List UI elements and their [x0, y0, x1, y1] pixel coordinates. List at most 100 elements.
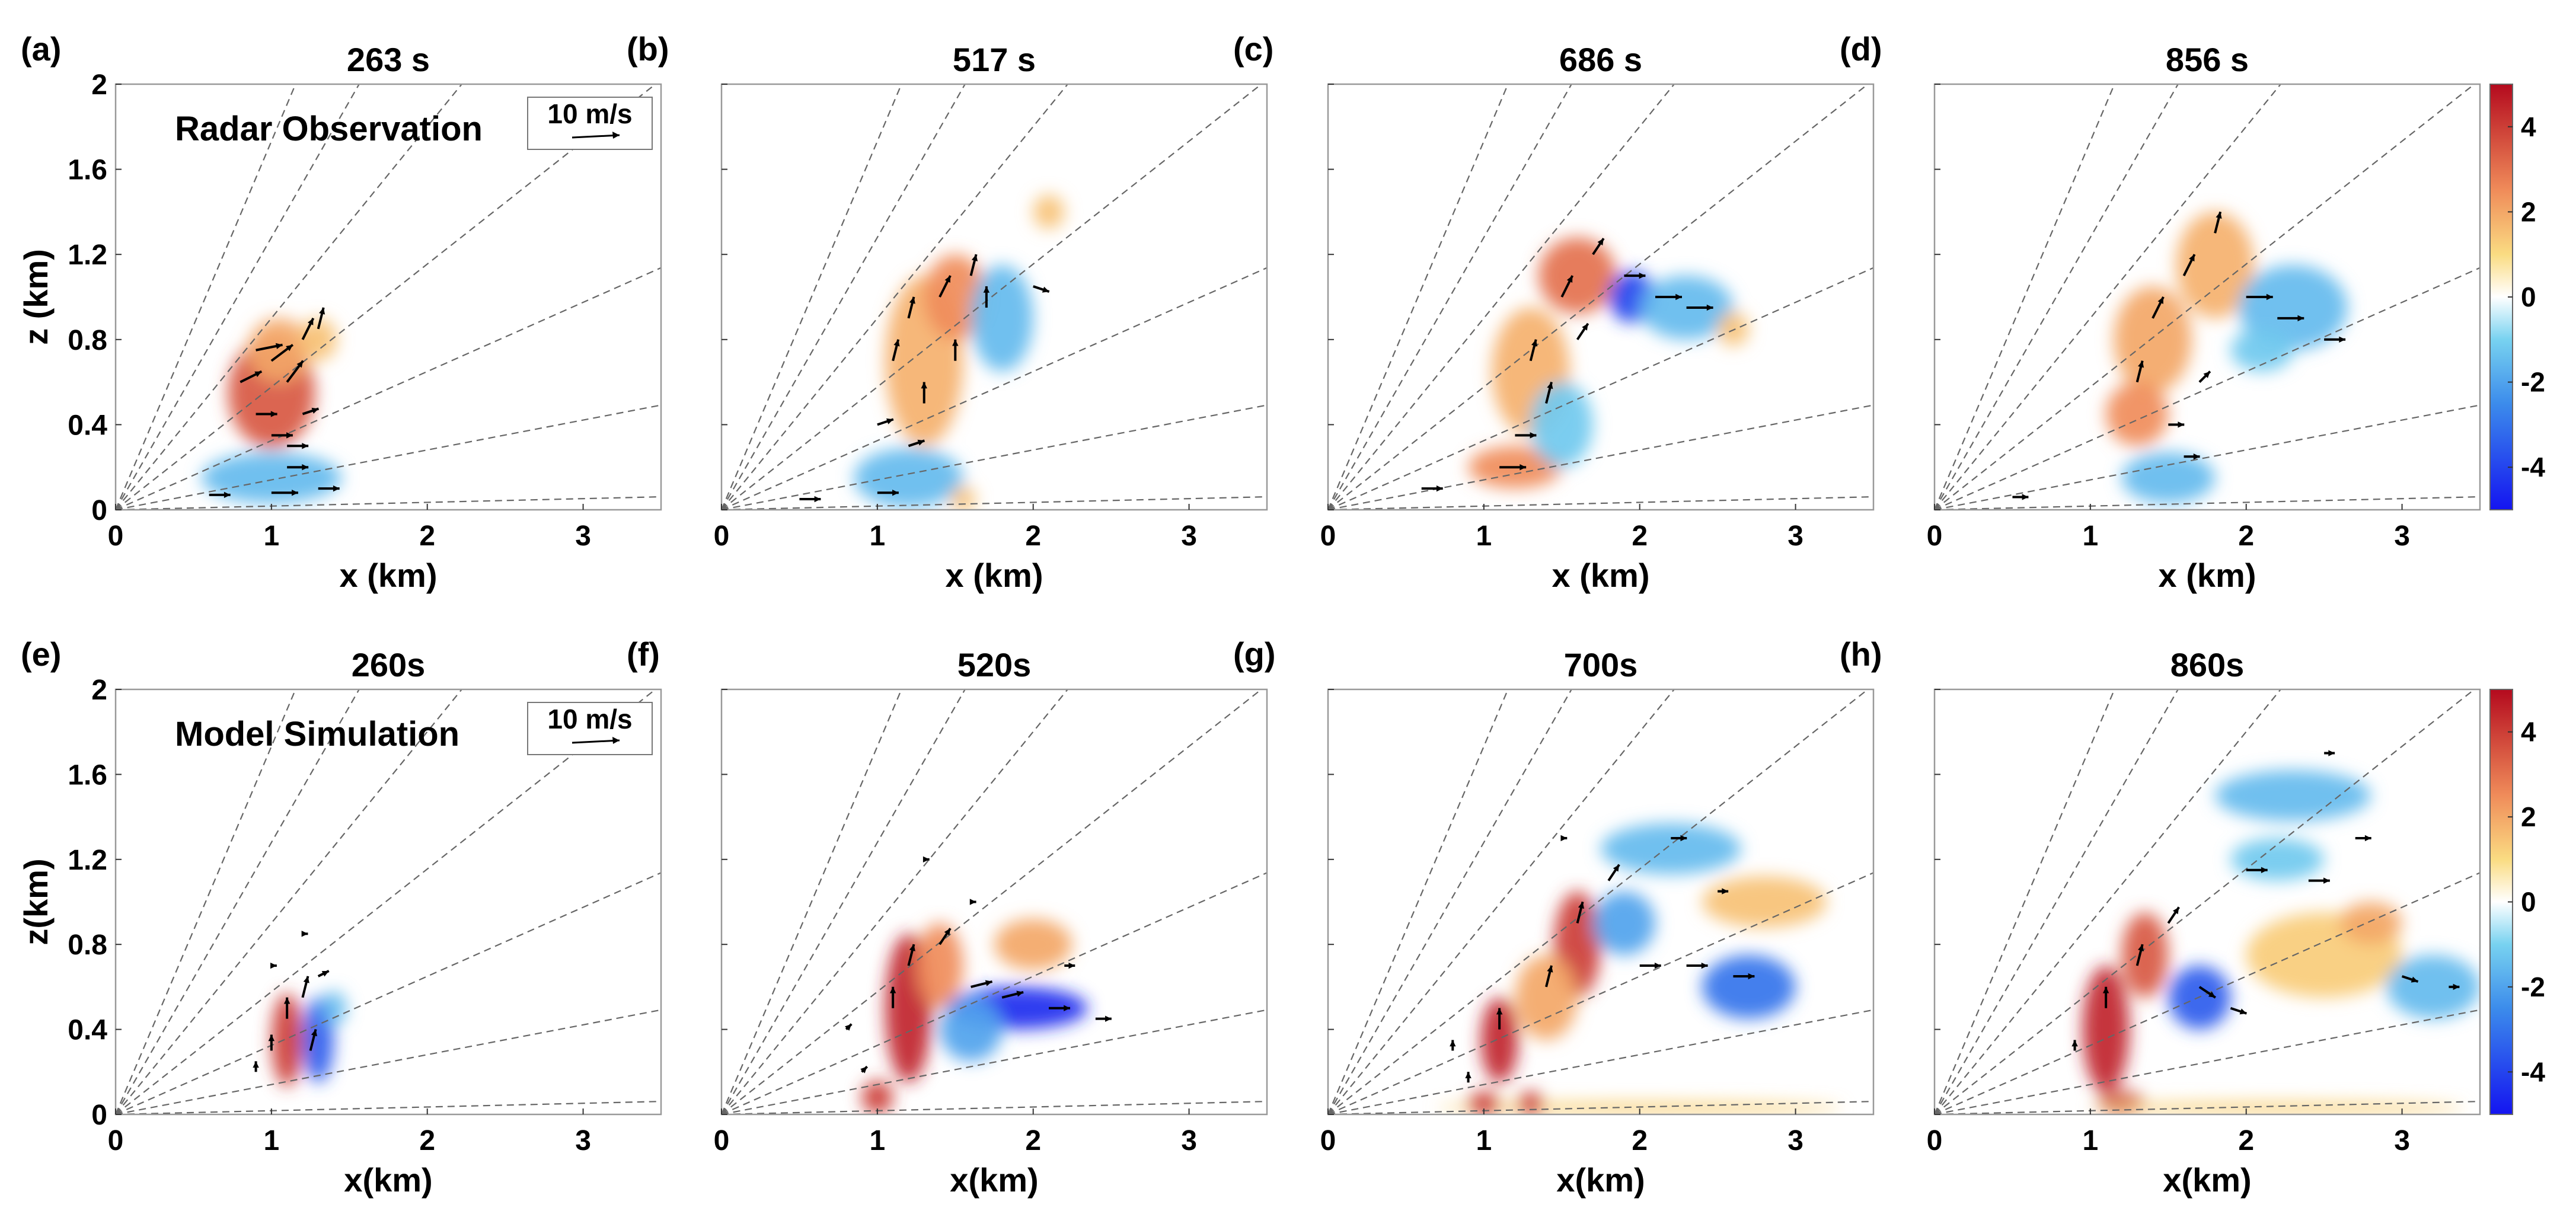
x-tick-label: 3: [2394, 520, 2410, 552]
velocity-blob: [321, 991, 347, 1025]
panel-annotation: Radar Observation: [175, 110, 483, 148]
plot-area: [1935, 689, 2480, 1114]
wind-vector-head: [1566, 276, 1573, 283]
velocity-blob: [271, 993, 303, 1087]
wind-vector-head: [892, 490, 899, 496]
velocity-blob: [1702, 955, 1796, 1019]
wind-vector-head: [2261, 867, 2268, 873]
velocity-blob: [2090, 1101, 2465, 1114]
y-tick-label: 0.8: [68, 325, 107, 356]
elevation-ray: [1328, 84, 1573, 510]
wind-vector-head: [1547, 382, 1553, 389]
elevation-ray: [116, 404, 661, 510]
elevation-ray: [116, 689, 360, 1114]
panel-d: 0 1 2 3 x (km) 856 s (d): [1840, 30, 2481, 594]
velocity-blob: [1538, 237, 1617, 314]
wind-vector-head: [1582, 323, 1588, 331]
wind-vector-head: [969, 899, 976, 905]
panel-label: (b): [627, 30, 669, 68]
x-tick-label: 3: [1181, 520, 1197, 552]
panel-title: 517 s: [953, 41, 1036, 78]
wind-vector-head: [1722, 888, 1729, 894]
wind-vector-head: [1748, 973, 1755, 980]
y-axis-label: z(km): [17, 858, 55, 945]
velocity-blob: [2121, 452, 2216, 504]
wind-vectors: [253, 931, 330, 1072]
wind-vector-head: [2157, 296, 2163, 304]
elevation-ray: [722, 689, 1263, 1114]
colorbar-tick-label: 4: [2521, 717, 2536, 747]
velocity-blob: [2106, 382, 2169, 446]
wind-vector-head: [2138, 944, 2144, 951]
wind-vector-head: [1105, 1015, 1112, 1022]
x-tick-label: 1: [1476, 1125, 1492, 1157]
elevation-ray: [1935, 84, 2476, 510]
y-tick-label: 0: [91, 495, 107, 526]
elevation-ray: [1328, 1009, 1873, 1114]
wind-vector-head: [1560, 835, 1568, 842]
wind-vector-head: [311, 407, 319, 414]
wind-vector-head: [1578, 902, 1585, 909]
wind-vector-head: [224, 491, 231, 499]
wind-vector-head: [292, 490, 298, 496]
x-tick-label: 3: [1787, 520, 1803, 552]
elevation-ray: [1935, 872, 2480, 1114]
elevation-ray: [116, 84, 463, 510]
elevation-ray: [722, 84, 966, 510]
elevation-ray: [1935, 689, 2476, 1114]
velocity-field: [861, 919, 1088, 1114]
elevation-ray: [1328, 267, 1873, 510]
wind-vector-head: [1531, 339, 1538, 347]
wind-vector-head: [275, 343, 283, 349]
x-axis-label: x (km): [340, 557, 438, 594]
velocity-blob: [971, 265, 1033, 372]
x-tick-label: 3: [1787, 1125, 1803, 1157]
y-tick-label: 1.2: [68, 845, 107, 876]
colorbars: 4 2 0 -2 -4 4 2 0 -2 -4: [2489, 84, 2545, 1115]
x-tick-label: 2: [2238, 520, 2254, 552]
panel-label: (d): [1840, 30, 1882, 68]
elevation-ray: [116, 84, 657, 510]
scale-label: 10 m/s: [547, 98, 632, 129]
y-tick-label: 1.2: [68, 239, 107, 271]
wind-vector-head: [921, 382, 927, 389]
elevation-ray: [722, 84, 1069, 510]
wind-vector-head: [319, 307, 325, 315]
panel-a: 0 1 2 3 0 0.4 0.8 1.2 1.6 2 x (km) z (km) 263 s (a) Ra…: [17, 30, 662, 594]
scale-arrow: [572, 739, 620, 744]
wind-vector-head: [917, 439, 925, 446]
wind-vector-head: [283, 997, 291, 1004]
velocity-blob: [2176, 212, 2254, 318]
elevation-ray: [1328, 84, 1675, 510]
x-tick-label: 1: [870, 1125, 886, 1157]
wind-vector-head: [2453, 983, 2460, 991]
wind-vector-head: [1496, 1008, 1503, 1015]
wind-vector-head: [985, 980, 992, 986]
velocity-blob: [1702, 876, 1827, 928]
x-axis-label: x(km): [344, 1161, 432, 1199]
colorbar-tick-label: 2: [2521, 196, 2536, 227]
scale-arrow-head: [612, 737, 620, 744]
x-axis-label: x (km): [946, 557, 1043, 594]
y-tick-label: 0.4: [68, 1015, 107, 1046]
wind-vector-head: [1016, 991, 1024, 997]
panel-title: 520s: [957, 646, 1032, 683]
y-tick-label: 0: [91, 1100, 107, 1131]
wind-vector-head: [2364, 835, 2371, 842]
scale-label: 10 m/s: [547, 704, 632, 734]
wind-vector-head: [268, 1034, 275, 1042]
panel-c: 0 1 2 3 x (km) 686 s (c): [1233, 30, 1875, 594]
x-tick-label: 3: [2394, 1125, 2410, 1157]
elevation-ray: [1935, 689, 2179, 1114]
wind-vector-head: [2203, 371, 2210, 378]
wind-vector-head: [844, 1024, 852, 1031]
x-tick-label: 0: [714, 1125, 730, 1157]
elevation-ray: [116, 689, 657, 1114]
velocity-blob: [940, 997, 1003, 1062]
x-tick-label: 2: [419, 520, 435, 552]
colorbar: 4 2 0 -2 -4: [2489, 84, 2545, 510]
velocity-blob: [1518, 1091, 1543, 1114]
wind-vector-head: [1068, 962, 1075, 969]
axes-frame: [720, 83, 1268, 511]
